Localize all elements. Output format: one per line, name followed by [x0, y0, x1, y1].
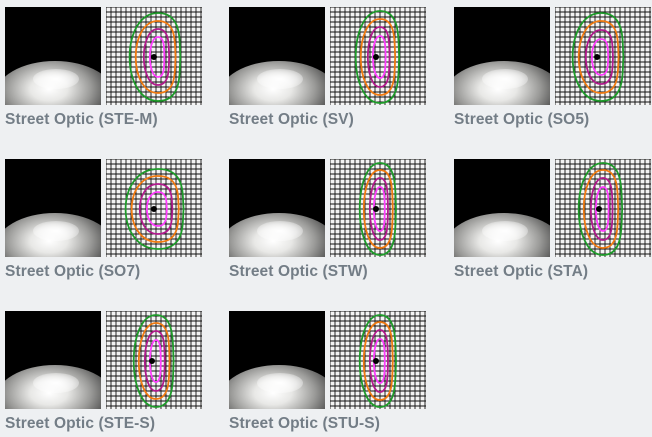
- light-photo: [5, 311, 101, 409]
- optic-label: Street Optic (SO5): [454, 111, 590, 128]
- fixture-marker: [151, 206, 157, 212]
- contour-line: [149, 36, 166, 78]
- optic-label: Street Optic (STE-M): [5, 111, 158, 128]
- isofootcandle-plot: [555, 159, 651, 257]
- contour-line: [143, 330, 166, 392]
- contour-line: [137, 322, 171, 400]
- light-photo: [5, 7, 101, 105]
- isofootcandle-plot: [106, 7, 202, 105]
- optic-label: Street Optic (STW): [229, 263, 368, 280]
- contour-line: [358, 162, 397, 256]
- contour-line: [124, 168, 185, 250]
- light-photo: [229, 7, 325, 105]
- light-photo: [454, 7, 550, 105]
- optic-card-sta[interactable]: Street Optic (STA): [449, 159, 652, 280]
- light-photo: [5, 159, 101, 257]
- fixture-marker: [596, 206, 602, 212]
- optic-card-stw[interactable]: Street Optic (STW): [224, 159, 444, 280]
- contour-line: [589, 177, 614, 241]
- contour-line: [359, 18, 397, 96]
- contour-line: [366, 26, 391, 88]
- light-photo: [229, 159, 325, 257]
- contour-line: [362, 169, 394, 249]
- contour-line: [145, 191, 168, 227]
- contour-line: [595, 186, 610, 232]
- optic-card-so5[interactable]: Street Optic (SO5): [449, 7, 652, 128]
- fixture-marker: [151, 54, 157, 60]
- contour-line: [358, 314, 397, 408]
- contour-line: [590, 38, 610, 76]
- contour-line: [582, 169, 620, 249]
- optic-card-so7[interactable]: Street Optic (SO7): [0, 159, 220, 280]
- fixture-marker: [149, 358, 155, 364]
- contour-line: [134, 20, 177, 94]
- contour-line: [577, 162, 624, 256]
- isofootcandle-plot: [330, 7, 426, 105]
- optic-card-ste-s[interactable]: Street Optic (STE-S): [0, 311, 220, 432]
- contour-line: [368, 177, 389, 241]
- contour-line: [354, 10, 401, 104]
- contour-line: [142, 28, 171, 86]
- fixture-marker: [373, 206, 379, 212]
- optic-label: Street Optic (SO7): [5, 263, 141, 280]
- contour-line: [130, 175, 180, 243]
- contour-line: [128, 12, 182, 102]
- fixture-marker: [373, 54, 379, 60]
- isofootcandle-plot: [330, 311, 426, 409]
- fixture-marker: [594, 54, 600, 60]
- optic-card-stu-s[interactable]: Street Optic (STU-S): [224, 311, 444, 432]
- optic-label: Street Optic (STE-S): [5, 415, 156, 432]
- isofootcandle-plot: [330, 159, 426, 257]
- contour-line: [362, 321, 394, 401]
- contour-line: [571, 12, 625, 102]
- isofootcandle-plot: [555, 7, 651, 105]
- contour-line: [132, 314, 175, 408]
- optic-label: Street Optic (SV): [229, 111, 354, 128]
- contour-line: [584, 29, 614, 85]
- optic-label: Street Optic (STA): [454, 263, 589, 280]
- contour-line: [138, 183, 174, 235]
- light-photo: [454, 159, 550, 257]
- isofootcandle-plot: [106, 311, 202, 409]
- fixture-marker: [373, 358, 379, 364]
- isofootcandle-plot: [106, 159, 202, 257]
- optic-label: Street Optic (STU-S): [229, 415, 380, 432]
- contour-line: [372, 35, 387, 79]
- contour-line: [577, 20, 620, 94]
- optic-card-sv[interactable]: Street Optic (SV): [224, 7, 444, 128]
- contour-line: [368, 329, 389, 393]
- optic-card-ste-m[interactable]: Street Optic (STE-M): [0, 7, 220, 128]
- light-photo: [229, 311, 325, 409]
